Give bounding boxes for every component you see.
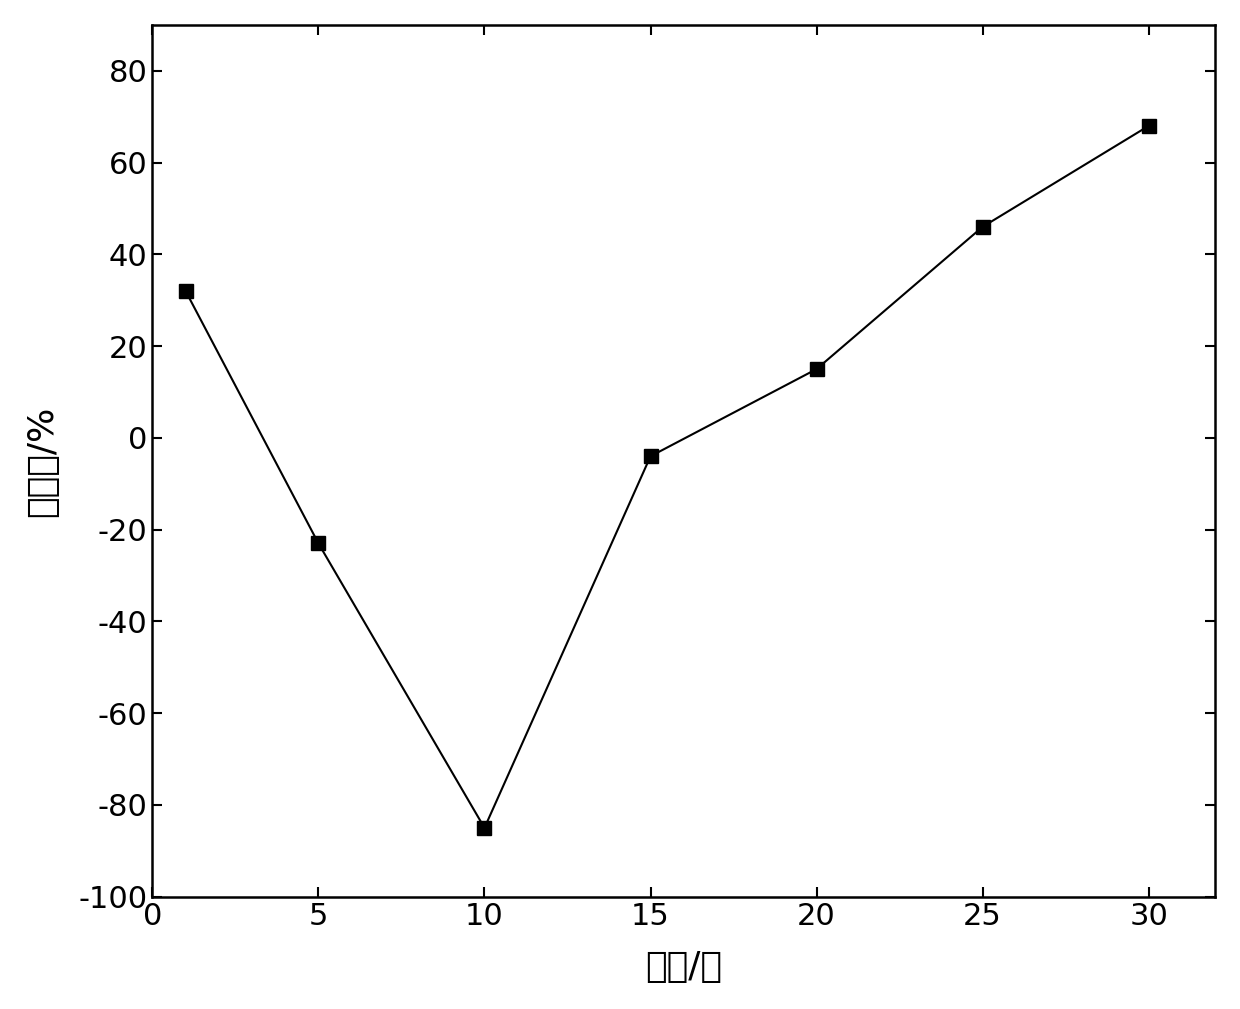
Y-axis label: 降解率/%: 降解率/% [25,406,60,517]
X-axis label: 时间/天: 时间/天 [645,950,722,984]
